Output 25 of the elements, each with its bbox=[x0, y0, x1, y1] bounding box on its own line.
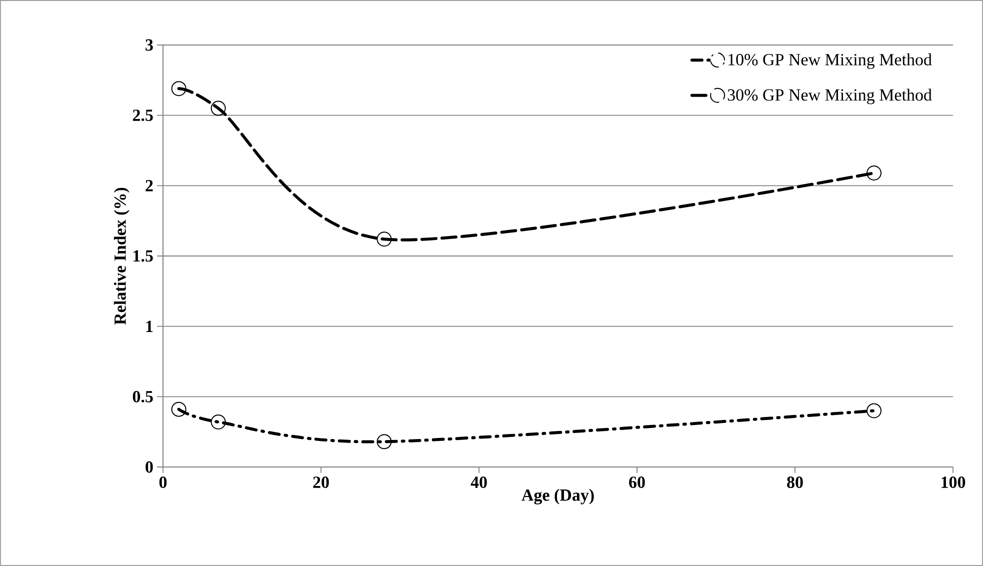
y-axis-title: Relative Index (%) bbox=[114, 188, 130, 325]
y-tick-label: 2.5 bbox=[132, 110, 153, 122]
y-tick-label: 1.5 bbox=[134, 250, 153, 262]
y-tick-label: 0.5 bbox=[132, 390, 153, 402]
point bbox=[866, 403, 882, 418]
point bbox=[171, 81, 186, 96]
point bbox=[376, 434, 392, 450]
x-axis-title: Age (Day) bbox=[522, 488, 594, 504]
point bbox=[866, 166, 882, 181]
point bbox=[376, 232, 392, 247]
legend-label: 30% GP New Mixing Method bbox=[728, 88, 932, 104]
y-tick-label: 2 bbox=[146, 180, 153, 192]
legend-label: 10% GP New Mixing Method bbox=[728, 53, 932, 69]
point bbox=[210, 100, 226, 116]
x-tick-label: 20 bbox=[313, 476, 329, 488]
point bbox=[210, 414, 226, 430]
x-tick-label: 0 bbox=[159, 476, 167, 488]
point bbox=[171, 402, 186, 417]
x-tick-label: 100 bbox=[942, 476, 966, 488]
y-tick-label: 1 bbox=[146, 320, 153, 332]
y-tick-label: 3 bbox=[146, 39, 153, 51]
x-tick-label: 40 bbox=[470, 476, 487, 488]
x-tick-label: 80 bbox=[787, 476, 803, 488]
x-tick-label: 60 bbox=[629, 476, 645, 488]
y-tick-label: 0 bbox=[146, 461, 153, 473]
